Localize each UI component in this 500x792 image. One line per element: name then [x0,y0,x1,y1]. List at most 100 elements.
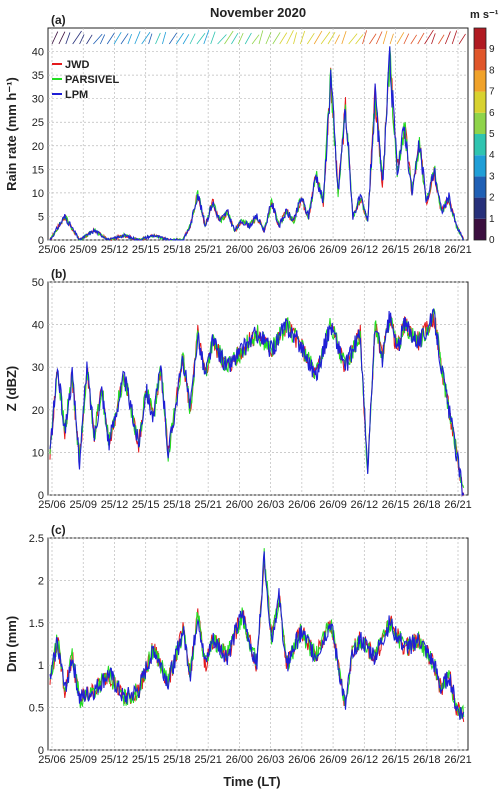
y-tick-label: 30 [32,94,44,106]
wind-barb [279,32,288,45]
colorbar-segment [474,70,486,92]
x-tick-label: 26/03 [257,754,285,766]
x-tick-label: 25/18 [163,244,191,256]
colorbar-tick-label: 3 [489,171,495,182]
y-tick-label: 20 [32,141,44,153]
colorbar-tick-label: 7 [489,87,495,98]
wind-barb [217,34,227,45]
colorbar-tick-label: 1 [489,214,495,225]
colorbar-segment [474,49,486,71]
x-tick-label: 26/21 [444,499,472,511]
colorbar-segment [474,197,486,219]
wind-barb [293,32,297,45]
colorbar-segment [474,112,486,134]
y-axis-label: Z (dBZ) [4,366,19,411]
colorbar-tick-label: 4 [489,150,495,161]
wind-barb [334,34,340,45]
wind-barb [444,31,451,45]
y-axis-label: Rain rate (mm h⁻¹) [4,77,19,191]
y-tick-label: 10 [32,447,44,459]
x-tick-label: 26/09 [319,244,347,256]
wind-barb [403,33,410,45]
y-tick-label: 0.5 [29,703,44,715]
wind-barb [320,31,331,45]
x-tick-label: 26/18 [413,754,441,766]
x-tick-label: 26/21 [444,754,472,766]
wind-barb [231,32,239,45]
x-tick-label: 25/21 [194,244,222,256]
wind-barb [424,29,434,45]
y-tick-label: 35 [32,70,44,82]
x-tick-label: 26/06 [288,499,316,511]
wind-barb [113,31,122,45]
wind-barb [272,32,281,45]
legend-entry: JWD [65,59,90,71]
chart-layers: 25/06 25/09 25/12 25/15 25/18 25/21 26/00 26/03… [4,13,495,766]
y-tick-label: 25 [32,117,44,129]
x-tick-label: 25/09 [69,499,97,511]
wind-barb [203,30,210,45]
wind-barb [341,30,347,45]
wind-barb [382,30,388,45]
y-axis-label: Dm (mm) [4,616,19,672]
x-tick-label: 25/21 [194,499,222,511]
x-tick-label: 26/00 [226,244,254,256]
wind-barb [127,33,133,45]
wind-barb [224,30,234,45]
x-tick-label: 26/03 [257,244,285,256]
wind-barb [162,31,167,45]
x-tick-label: 26/09 [319,499,347,511]
wind-barb [99,34,106,45]
x-tick-label: 25/12 [101,499,129,511]
wind-barb [237,32,244,45]
x-tick-label: 25/12 [101,754,129,766]
x-tick-label: 25/15 [132,244,160,256]
wind-barb [286,30,294,45]
wind-barb [134,31,141,45]
wind-barb [65,32,71,45]
colorbar-segment [474,218,486,240]
panel-label: (c) [51,523,66,537]
x-tick-label: 25/09 [69,244,97,256]
wind-barb [155,32,161,45]
colorbar-segment [474,91,486,113]
figure-title: November 2020 [210,5,306,20]
series-line-lpm [49,308,465,498]
wind-barb [79,34,85,45]
y-tick-label: 5 [38,211,44,223]
wind-barb [313,30,323,45]
colorbar-unit-label: m s⁻¹ [470,9,499,21]
wind-barb [72,30,82,45]
y-tick-label: 40 [32,320,44,332]
wind-barb [438,34,445,45]
x-tick-label: 25/12 [101,244,129,256]
wind-barb [348,33,358,45]
wind-barb [210,31,216,45]
wind-barb [148,33,153,45]
legend-entry: LPM [65,89,88,101]
x-tick-label: 26/00 [226,754,254,766]
wind-barb [417,32,425,45]
wind-barb [265,32,272,45]
x-tick-label: 26/15 [382,244,410,256]
wind-barb [196,32,206,45]
wind-barb [244,32,252,45]
y-tick-label: 0 [38,235,44,247]
colorbar-frame [473,27,487,241]
wind-barb [182,34,190,45]
legend-entry: PARSIVEL [65,74,119,86]
y-tick-label: 2.5 [29,533,44,545]
colorbar-tick-label: 8 [489,65,495,76]
wind-barb [389,33,394,45]
colorbar-segment [474,134,486,156]
x-tick-label: 26/12 [351,244,379,256]
x-axis-label: Time (LT) [223,774,280,789]
plot-area-1 [47,27,469,241]
x-tick-label: 26/06 [288,754,316,766]
colorbar-segment [474,155,486,177]
x-tick-label: 25/21 [194,754,222,766]
colorbar-tick-label: 0 [489,235,495,246]
x-tick-label: 25/09 [69,754,97,766]
wind-barb [86,34,93,45]
x-tick-label: 25/15 [132,754,160,766]
